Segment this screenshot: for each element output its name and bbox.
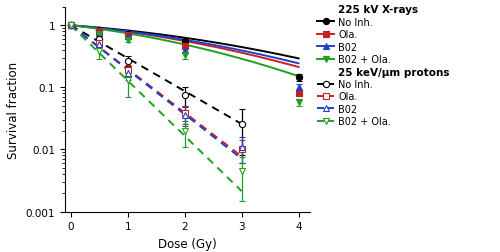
Legend: 225 kV X-rays, No Inh., Ola., B02, B02 + Ola., 25 keV/μm protons, No Inh., Ola.,: 225 kV X-rays, No Inh., Ola., B02, B02 +… — [315, 4, 452, 129]
Y-axis label: Survival fraction: Survival fraction — [7, 61, 20, 158]
X-axis label: Dose (Gy): Dose (Gy) — [158, 237, 217, 250]
